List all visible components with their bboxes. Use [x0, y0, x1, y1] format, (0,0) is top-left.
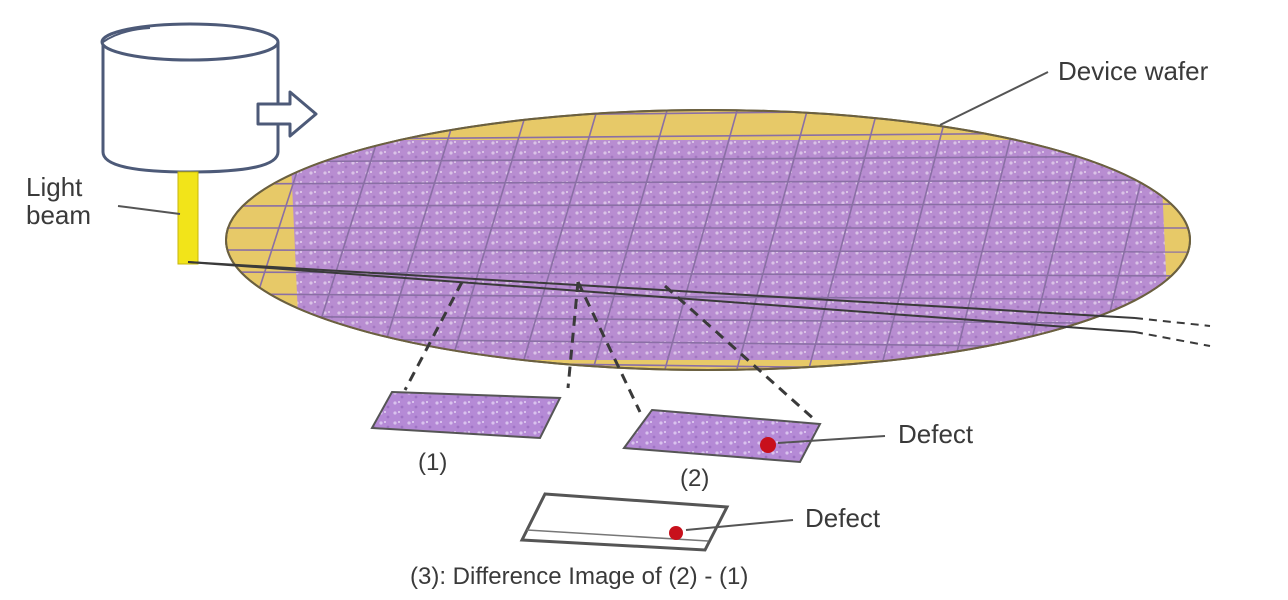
- defect-marker-3: [669, 526, 683, 540]
- defect-3-leader: [685, 519, 794, 531]
- wafer-grid-column: [733, 110, 811, 370]
- wafer-grid-column: [877, 110, 951, 370]
- image-2-label: (2): [680, 465, 709, 492]
- wafer-grid-column: [373, 110, 461, 370]
- defect-marker-2: [760, 437, 776, 453]
- image-1: [370, 390, 562, 440]
- caption: (3): Difference Image of (2) - (1): [410, 563, 748, 590]
- light-label: Light: [26, 172, 83, 202]
- beam-label: beam: [26, 200, 91, 230]
- device-wafer-label: Device wafer: [1058, 56, 1209, 86]
- wafer-grid-column: [445, 110, 531, 370]
- hollow-right-arrow-icon: [256, 90, 318, 138]
- device-wafer-leader: [939, 71, 1049, 126]
- wafer-grid-column: [517, 110, 601, 370]
- wafer-grid-column: [949, 110, 1021, 370]
- image-3-difference: [519, 492, 730, 552]
- defect-3-label: Defect: [805, 503, 881, 533]
- projection-lines: [403, 281, 816, 422]
- defect-2-leader: [777, 435, 886, 444]
- wafer-grid-row: [226, 293, 1190, 301]
- wafer-grid-row: [226, 249, 1190, 253]
- defect-2-label: Defect: [898, 419, 974, 449]
- wafer-grid-row: [226, 179, 1190, 185]
- light-source-cylinder-icon: [100, 22, 280, 174]
- wafer-die-area: [220, 100, 1288, 396]
- image-2: [622, 408, 822, 464]
- wafer-grid-column: [661, 110, 741, 370]
- image-1-label: (1): [418, 449, 447, 476]
- light-beam: [177, 171, 1211, 347]
- device-wafer: [220, 100, 1288, 396]
- wafer-grid-column: [1238, 100, 1288, 380]
- wafer-grid-row: [220, 382, 1200, 396]
- light-beam-leader: [117, 205, 181, 215]
- wafer-grid-row: [226, 155, 1190, 163]
- wafer-grid-column: [805, 110, 881, 370]
